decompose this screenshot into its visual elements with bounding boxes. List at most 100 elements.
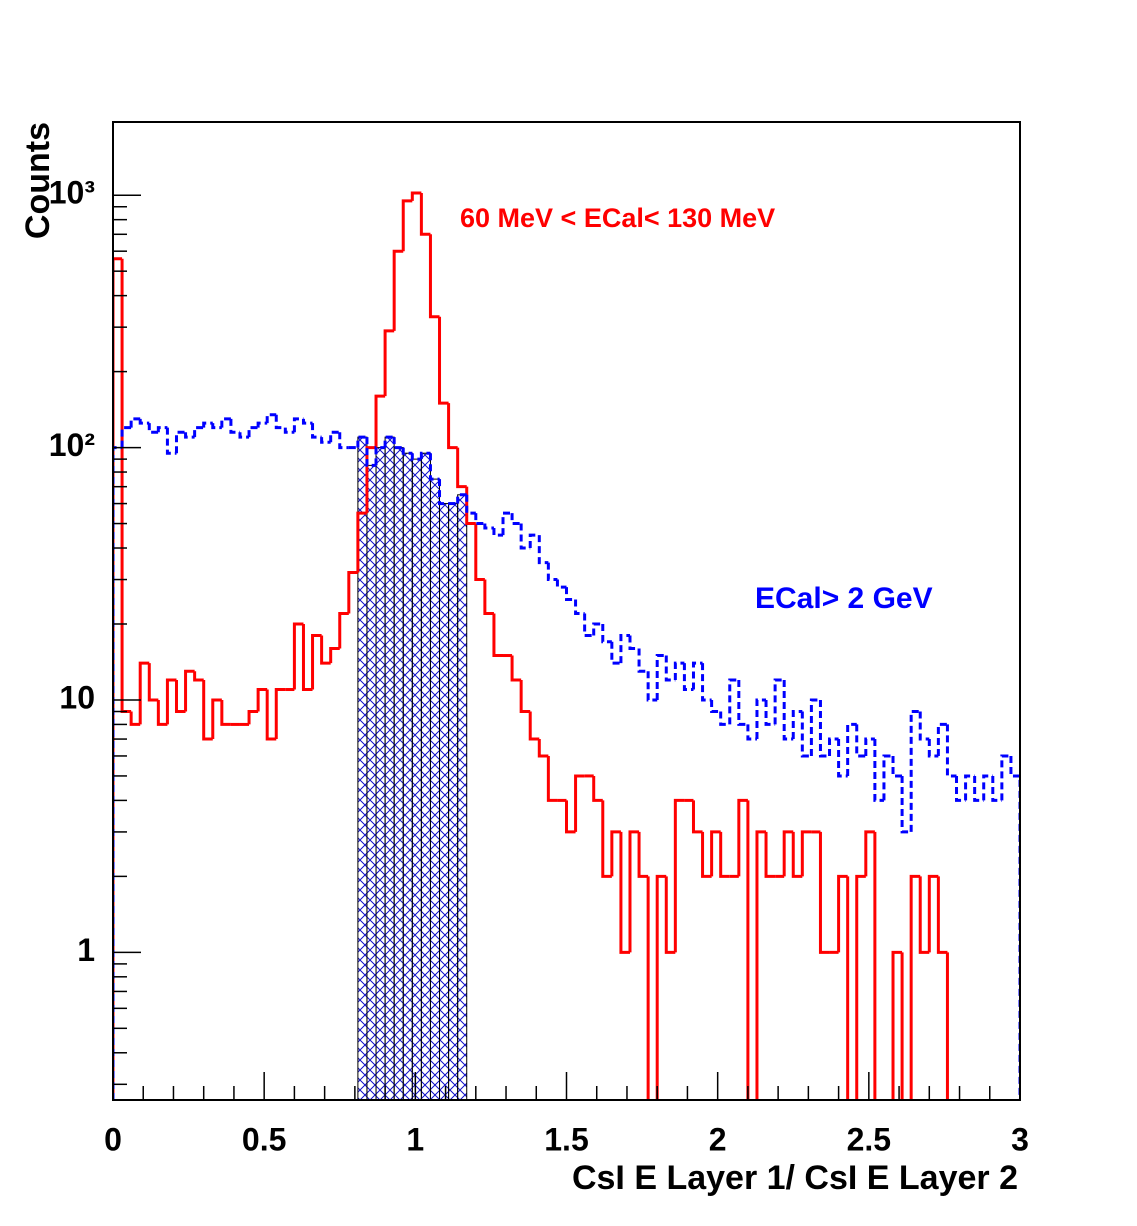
histogram-step [265,689,277,741]
histogram-step [574,774,585,832]
hatched-bar [366,464,377,1100]
histogram-step [528,711,540,741]
histogram-step [374,446,386,466]
histogram-step [828,737,839,756]
histogram-step [701,831,712,878]
histogram-step [256,688,268,712]
y-tick-label: 10² [49,427,95,463]
histogram-step [292,417,304,433]
histogram-step [1000,754,1011,801]
histogram-step [864,737,875,756]
histogram-step [474,523,485,582]
histogram-step [909,874,921,1100]
histogram-step [174,430,186,454]
histogram-step [837,739,848,778]
histogram-step [773,678,785,725]
histogram-step [483,579,494,616]
histogram-step [873,831,877,1100]
hatched-bar [384,436,395,1100]
histogram-step [800,830,812,877]
histogram-step [138,661,150,725]
histogram-step [129,417,141,428]
histogram-step [193,671,204,682]
x-tick-label: 0.5 [242,1121,286,1157]
histogram-step [519,523,531,550]
histogram-step [537,739,549,758]
histogram-step [601,800,612,878]
histogram-step [311,634,322,690]
histogram-step [927,739,939,758]
histogram-step [936,876,948,954]
histogram-step [891,950,903,1100]
histogram-step [546,562,558,582]
histogram-step [701,663,712,702]
histogram-step [365,446,377,514]
histogram-step [301,623,313,692]
plot-area [113,191,1020,1100]
histogram-step [320,635,331,665]
histogram-step [292,622,304,690]
x-tick-label: 3 [1011,1121,1029,1157]
histogram-step [220,417,231,428]
histogram-step [338,432,349,450]
hatched-bar [393,447,404,1100]
x-tick-label: 1.5 [544,1121,588,1157]
histogram-step [383,435,395,448]
hatched-bar [411,458,422,1100]
histogram-step [392,437,404,450]
histogram-step [356,435,367,448]
histogram-step [274,414,286,430]
histogram-step [165,427,177,455]
histogram-step [664,876,676,954]
histogram-step [546,755,558,802]
histogram-step [365,437,377,467]
y-tick-label: 10³ [49,175,95,211]
histogram-step [619,634,630,664]
histogram-step [438,316,449,405]
histogram-step [320,437,331,444]
histogram-step [265,413,277,424]
histogram-step [147,423,159,434]
histogram-step [447,403,458,450]
histogram-step [329,646,340,664]
histogram-step [619,831,630,954]
histogram-step [973,775,984,802]
histogram-step [565,800,576,834]
histogram-step [764,699,776,726]
histogram-step [918,711,930,741]
y-tick-label: 1 [77,932,95,968]
histogram-step [646,671,658,702]
histogram-step [882,754,894,801]
histogram-step [846,722,857,776]
histogram-step [274,688,286,740]
histogram-step [800,711,812,758]
histogram-step [900,775,912,834]
histogram-step [537,535,549,565]
x-tick-label: 2 [709,1121,727,1157]
histogram-step [419,451,431,460]
histogram-step [113,257,123,1100]
histogram-step [673,798,685,953]
histogram-step [746,724,757,741]
histogram-step [129,711,141,726]
histogram-step [728,678,739,725]
histogram-step [846,876,850,1100]
histogram-step [945,724,957,778]
histogram-step [193,426,204,438]
histogram-step [392,249,404,331]
histogram-step [211,698,222,740]
histogram-step [964,774,975,801]
histogram-step [583,613,594,638]
x-tick-label: 2.5 [847,1121,891,1157]
histogram-step [873,739,884,802]
x-tick-label: 0 [104,1121,122,1157]
histogram-step [628,830,640,953]
histogram-step [211,423,222,430]
histogram-step [356,511,367,573]
hatched-bar [439,503,450,1100]
histogram-step [184,669,195,712]
histogram-step [891,755,903,778]
histogram-step [682,663,694,692]
histogram-step [283,427,295,434]
annotation: 60 MeV < ECal< 130 MeV [460,203,775,233]
